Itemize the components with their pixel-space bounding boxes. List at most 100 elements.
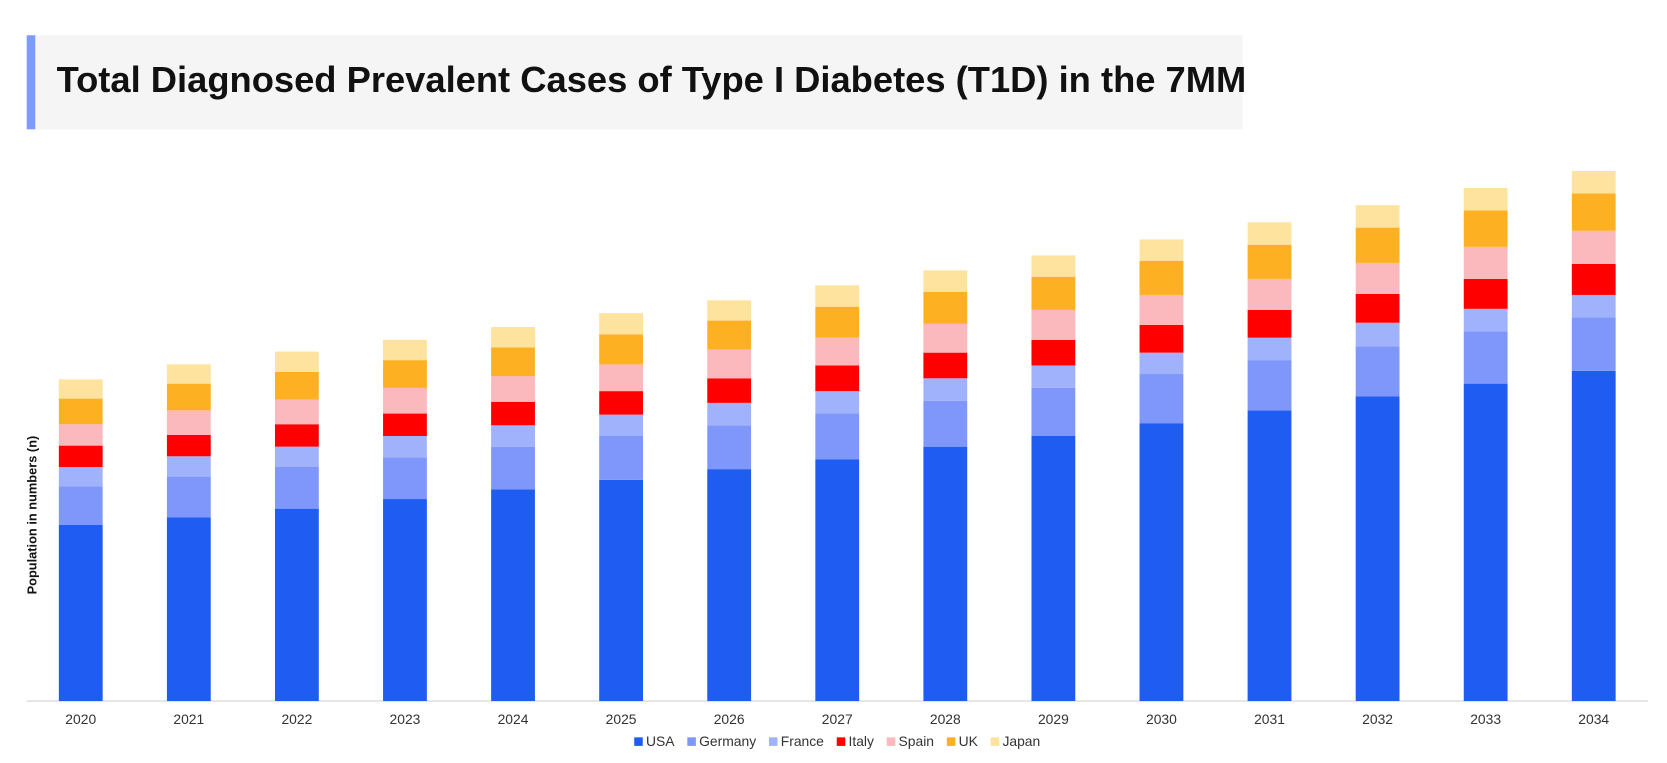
bar-segment: [599, 313, 644, 335]
bar-segment: [815, 337, 860, 366]
bar-segment: [1031, 387, 1076, 436]
bar-segment: [707, 402, 752, 426]
bar-segment: [1571, 230, 1616, 264]
bar-segment: [815, 365, 860, 392]
bar-segment: [1139, 352, 1184, 375]
legend-swatch: [990, 737, 1000, 746]
bar-segment: [815, 306, 860, 338]
legend-swatch: [886, 737, 896, 746]
bar-segment: [383, 387, 427, 414]
bar-segment: [707, 320, 752, 350]
bar-segment: [58, 466, 103, 487]
bar-segment: [383, 360, 427, 388]
bar-segment: [707, 300, 752, 321]
legend-label: UK: [959, 733, 979, 749]
bar-segment: [707, 378, 752, 403]
bar-segment: [1355, 262, 1400, 294]
bar-segment: [815, 391, 860, 414]
bar-segment: [166, 364, 211, 384]
bar-segment: [383, 499, 427, 702]
bar-segment: [491, 347, 535, 377]
x-tick-label: 2034: [1578, 711, 1609, 727]
bar-segment: [383, 413, 427, 436]
bar-segment: [923, 270, 968, 292]
x-tick-label: 2027: [822, 711, 853, 727]
legend-label: Germany: [699, 733, 756, 749]
x-tick-label: 2026: [714, 711, 745, 727]
y-axis-label: Population in numbers (n): [25, 436, 40, 595]
legend-swatch: [687, 737, 696, 746]
title-accent: [26, 35, 36, 130]
bar-segment: [58, 524, 103, 702]
x-tick-label: 2030: [1146, 711, 1177, 727]
legend-swatch: [836, 737, 846, 746]
bar-segment: [1247, 244, 1292, 279]
bar-segment: [599, 414, 644, 436]
bar-segment: [815, 285, 860, 307]
bar-segment: [1139, 260, 1184, 295]
bar-segment: [1463, 210, 1508, 247]
bar-segment: [1355, 227, 1400, 263]
bar-segment: [707, 469, 752, 702]
legend-label: USA: [646, 733, 675, 749]
bar-segment: [491, 489, 535, 702]
bar-segment: [599, 435, 644, 480]
bar-segment: [1463, 188, 1508, 211]
bar-segment: [274, 399, 319, 425]
bar-segment: [274, 466, 319, 509]
x-tick-label: 2022: [281, 711, 312, 727]
bar-segment: [815, 413, 860, 460]
bar-segment: [166, 410, 211, 435]
bar-segment: [1031, 255, 1076, 277]
bar-segment: [1031, 309, 1076, 340]
legend-label: Japan: [1002, 733, 1040, 749]
title-banner: [26, 35, 1243, 130]
bar-segment: [1463, 246, 1508, 279]
bar-segment: [1031, 276, 1076, 310]
legend-swatch: [946, 737, 956, 746]
legend-label: Spain: [899, 733, 935, 749]
bar-segment: [1139, 239, 1184, 261]
bar-segment: [1247, 337, 1292, 361]
bar-segment: [491, 425, 535, 447]
chart-title: Total Diagnosed Prevalent Cases of Type …: [57, 59, 1247, 100]
bar-segment: [383, 457, 427, 500]
bar-segment: [274, 508, 319, 702]
bar-segment: [599, 334, 644, 365]
bar-segment: [1247, 410, 1292, 702]
bar-segment: [923, 323, 968, 353]
bar-segment: [1463, 308, 1508, 332]
legend-swatch: [768, 737, 778, 746]
bar-segment: [274, 371, 319, 400]
bar-segment: [166, 476, 211, 518]
bar-segment: [1463, 331, 1508, 384]
bar-segment: [383, 339, 427, 361]
bar-segment: [1247, 309, 1292, 338]
x-tick-label: 2031: [1254, 711, 1285, 727]
bar-segment: [1139, 324, 1184, 353]
x-tick-label: 2021: [173, 711, 204, 727]
x-tick-label: 2032: [1362, 711, 1393, 727]
bar-segment: [166, 434, 211, 457]
x-tick-label: 2028: [930, 711, 961, 727]
x-tick-label: 2029: [1038, 711, 1069, 727]
bar-segment: [707, 425, 752, 470]
bar-segment: [599, 479, 644, 702]
x-tick-label: 2020: [65, 711, 96, 727]
bar-segment: [58, 424, 103, 446]
bar-segment: [1355, 293, 1400, 323]
bar-segment: [1571, 170, 1616, 194]
bar-segment: [923, 291, 968, 324]
bar-segment: [923, 400, 968, 447]
bar-segment: [383, 435, 427, 458]
bar-segment: [1463, 278, 1508, 309]
bar-segment: [274, 351, 319, 372]
bar-segment: [58, 398, 103, 425]
x-tick-label: 2025: [606, 711, 637, 727]
bar-segment: [166, 456, 211, 477]
bar-segment: [1139, 294, 1184, 325]
bar-segment: [1355, 346, 1400, 397]
bar-segment: [58, 486, 103, 525]
